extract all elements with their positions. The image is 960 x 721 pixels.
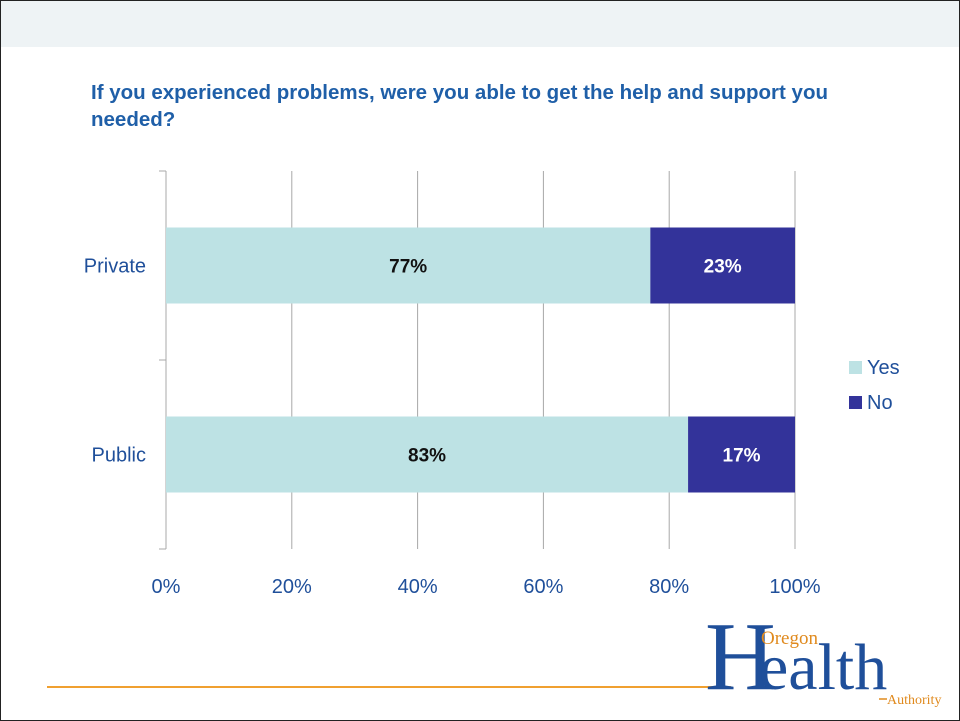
bar-no xyxy=(688,416,795,493)
data-label: 83% xyxy=(408,446,446,467)
chart-title: If you experienced problems, were you ab… xyxy=(91,81,828,131)
bar-yes xyxy=(166,416,689,493)
category-label: Public xyxy=(92,445,146,467)
header-band xyxy=(1,1,959,47)
bar-yes xyxy=(166,227,651,304)
x-tick-label: 0% xyxy=(152,576,181,598)
logo-authority-text: Authority xyxy=(887,693,941,708)
legend-swatch-no xyxy=(849,396,862,409)
x-tick-label: 40% xyxy=(398,576,438,598)
logo-oregon-text: Oregon xyxy=(761,628,818,649)
category-label: Private xyxy=(84,256,146,278)
logo-letter-h: H xyxy=(705,607,776,711)
x-tick-label: 100% xyxy=(769,576,820,598)
oregon-health-authority-logo: H Oregon ealth Authority xyxy=(705,607,941,711)
x-tick-label: 80% xyxy=(649,576,689,598)
x-tick-label: 20% xyxy=(272,576,312,598)
data-label: 23% xyxy=(704,257,742,278)
legend-label-no: No xyxy=(867,392,893,414)
logo-health-text: ealth xyxy=(759,631,887,704)
bar-no xyxy=(650,227,795,304)
footer-accent-line xyxy=(47,686,731,688)
legend-swatch-yes xyxy=(849,361,862,374)
data-label: 17% xyxy=(723,446,761,467)
data-label: 77% xyxy=(389,257,427,278)
legend-label-yes: Yes xyxy=(867,357,900,379)
x-tick-label: 60% xyxy=(523,576,563,598)
